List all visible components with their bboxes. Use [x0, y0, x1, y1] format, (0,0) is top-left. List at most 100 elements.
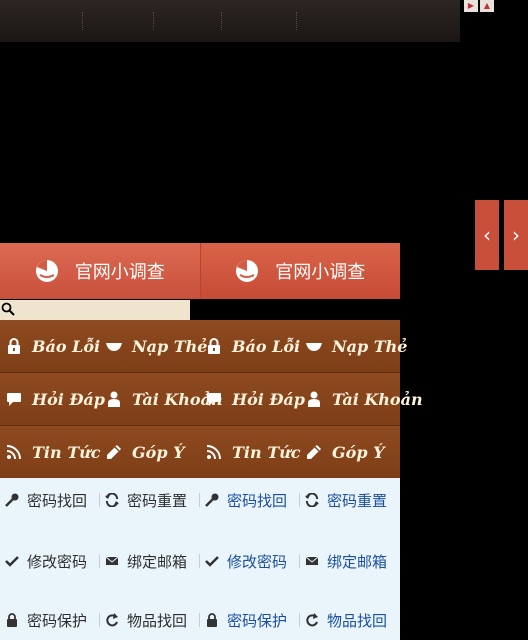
menu-item-hoi-dap[interactable]: Hỏi Đáp	[0, 373, 105, 425]
link-change-password[interactable]: 修改密码	[0, 551, 100, 571]
check-icon	[205, 556, 219, 567]
menu-item-gop-y[interactable]: Góp Ý	[100, 426, 200, 478]
search-icon	[1, 302, 15, 316]
menu-item-label: Báo Lỗi	[32, 336, 101, 356]
key-icon	[5, 493, 19, 507]
link-label: 密码保护	[27, 611, 88, 630]
menu-item-label: Nạp Thẻ	[332, 336, 408, 356]
link-label: 物品找回	[327, 611, 388, 630]
survey-icon	[236, 260, 259, 282]
menu-item-hoi-dap[interactable]: Hỏi Đáp	[200, 373, 305, 425]
survey-bar: 官网小调查 官网小调查	[0, 243, 400, 299]
menu-item-label: Tài Khoản	[332, 389, 423, 409]
lock-icon	[8, 338, 20, 354]
next-arrow-button[interactable]: ›	[504, 200, 528, 270]
lock-icon	[207, 613, 217, 627]
link-label: 绑定邮箱	[327, 552, 388, 571]
search-bar[interactable]	[0, 300, 190, 320]
menu-item-bao-loi[interactable]: Báo Lỗi	[0, 320, 100, 372]
link-label: 密码保护	[227, 611, 288, 630]
menu-item-label: Góp Ý	[332, 442, 385, 462]
link-label: 密码重置	[127, 491, 188, 510]
refresh-icon	[105, 493, 119, 507]
menu-item-nap-the[interactable]: Nạp Thẻ	[300, 320, 407, 372]
menu-item-label: Tin Tức	[232, 442, 301, 462]
link-password-protect[interactable]: 密码保护	[200, 610, 300, 630]
link-label: 密码重置	[327, 491, 388, 510]
undo-icon	[306, 613, 318, 627]
menu-item-label: Báo Lỗi	[232, 336, 301, 356]
key-icon	[205, 493, 219, 507]
user-icon	[308, 391, 320, 407]
nav-divider	[296, 12, 298, 30]
menu-item-label: Tài Khoản	[132, 389, 223, 409]
lock-icon	[7, 613, 17, 627]
menu-item-tin-tuc[interactable]: Tin Tức	[200, 426, 300, 478]
survey-button[interactable]: 官网小调查	[0, 243, 201, 299]
menu-item-label: Tin Tức	[32, 442, 101, 462]
menu-item-tai-khoan[interactable]: Tài Khoản	[300, 373, 423, 425]
chat-bubble-icon	[207, 393, 221, 406]
menu-item-label: Góp Ý	[132, 442, 185, 462]
top-nav-bar	[0, 0, 460, 42]
rss-icon	[206, 445, 221, 460]
lock-icon	[208, 338, 220, 354]
chat-bubble-icon	[7, 393, 21, 406]
menu-item-gop-y[interactable]: Góp Ý	[300, 426, 400, 478]
survey-button-label: 官网小调查	[74, 262, 165, 283]
menu-item-tin-tuc[interactable]: Tin Tức	[0, 426, 100, 478]
nav-divider	[153, 12, 155, 30]
link-bind-email[interactable]: 绑定邮箱	[100, 551, 200, 571]
pencil-icon	[307, 445, 321, 459]
menu-item-label: Hỏi Đáp	[32, 389, 105, 409]
menu-item-tai-khoan[interactable]: Tài Khoản	[100, 373, 223, 425]
link-row: 密码找回 密码重置 密码找回 密码重置	[0, 490, 400, 510]
image-icon[interactable]: ▲	[480, 0, 494, 12]
link-change-password[interactable]: 修改密码	[200, 551, 300, 571]
bowl-icon	[106, 343, 122, 351]
bowl-icon	[306, 343, 322, 351]
refresh-icon	[305, 493, 319, 507]
envelope-icon	[105, 556, 119, 565]
link-password-reset[interactable]: 密码重置	[300, 490, 400, 510]
nav-divider	[221, 12, 223, 30]
link-bind-email[interactable]: 绑定邮箱	[300, 551, 400, 571]
chevron-right-icon: ›	[512, 223, 520, 247]
envelope-icon	[305, 556, 319, 565]
user-icon	[108, 391, 120, 407]
menu-item-label: Nạp Thẻ	[132, 336, 208, 356]
rss-icon	[6, 445, 21, 460]
pencil-icon	[107, 445, 121, 459]
link-item-recover[interactable]: 物品找回	[300, 610, 400, 630]
link-label: 密码找回	[27, 491, 88, 510]
play-icon[interactable]: ▶	[464, 0, 478, 12]
survey-icon	[35, 260, 58, 282]
nav-divider	[82, 12, 84, 30]
link-row: 密码保护 物品找回 密码保护 物品找回	[0, 610, 400, 630]
menu-row: Tin Tức Góp Ý Tin Tức Góp Ý	[0, 426, 400, 479]
link-password-recover[interactable]: 密码找回	[200, 490, 300, 510]
link-label: 密码找回	[227, 491, 288, 510]
account-links: 密码找回 密码重置 密码找回 密码重置 修改密码 绑定邮箱 修改密码	[0, 478, 400, 640]
link-label: 修改密码	[27, 552, 88, 571]
link-password-reset[interactable]: 密码重置	[100, 490, 200, 510]
link-password-recover[interactable]: 密码找回	[0, 490, 100, 510]
survey-button-label: 官网小调查	[275, 262, 366, 283]
menu-item-label: Hỏi Đáp	[232, 389, 305, 409]
undo-icon	[106, 613, 118, 627]
link-row: 修改密码 绑定邮箱 修改密码 绑定邮箱	[0, 551, 400, 571]
prev-arrow-button[interactable]: ‹	[475, 200, 499, 270]
link-password-protect[interactable]: 密码保护	[0, 610, 100, 630]
menu-item-nap-the[interactable]: Nạp Thẻ	[100, 320, 207, 372]
link-label: 物品找回	[127, 611, 188, 630]
menu-item-bao-loi[interactable]: Báo Lỗi	[200, 320, 300, 372]
link-label: 绑定邮箱	[127, 552, 188, 571]
link-item-recover[interactable]: 物品找回	[100, 610, 200, 630]
chevron-left-icon: ‹	[483, 223, 491, 247]
service-menu: Báo Lỗi Nạp Thẻ Báo Lỗi Nạp Thẻ Hỏi Đáp …	[0, 320, 423, 479]
menu-row: Báo Lỗi Nạp Thẻ Báo Lỗi Nạp Thẻ	[0, 320, 407, 373]
survey-button[interactable]: 官网小调查	[200, 243, 400, 299]
link-label: 修改密码	[227, 552, 288, 571]
menu-row: Hỏi Đáp Tài Khoản Hỏi Đáp Tài Khoản	[0, 373, 423, 426]
check-icon	[5, 556, 19, 567]
